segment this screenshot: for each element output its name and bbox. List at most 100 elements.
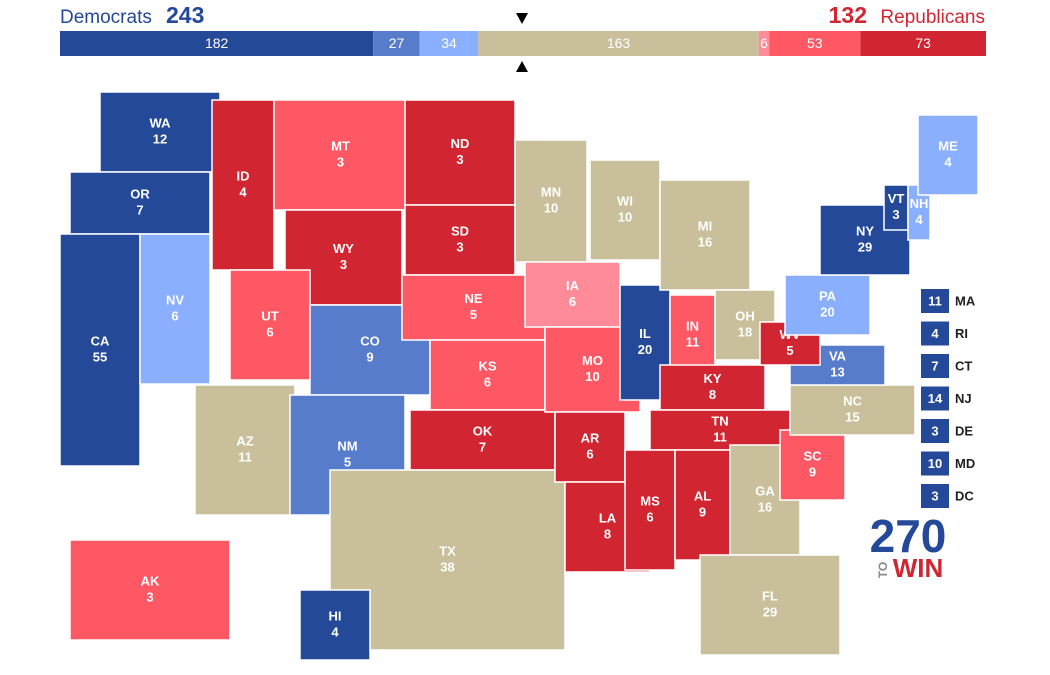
small-state-abbr: CT <box>955 358 972 373</box>
small-state-votes: 3 <box>931 488 938 503</box>
state-votes: 3 <box>337 154 344 169</box>
state-abbr: NH <box>910 196 929 211</box>
state-votes: 3 <box>340 257 347 272</box>
state <box>674 449 731 561</box>
state <box>194 384 296 516</box>
rep-total: 132 <box>829 2 867 28</box>
small-state-box <box>921 289 949 313</box>
state-abbr: IL <box>639 326 651 341</box>
bar-segment <box>860 31 986 56</box>
state-abbr: NM <box>337 438 357 453</box>
state-abbr: AR <box>581 430 600 445</box>
state <box>699 554 841 656</box>
small-state-abbr: NJ <box>955 391 972 406</box>
state-votes: 7 <box>479 439 486 454</box>
bar-label: 6 <box>760 35 768 51</box>
state-votes: 4 <box>239 184 247 199</box>
bar-segment <box>478 31 759 56</box>
state-abbr: MI <box>698 218 712 233</box>
state-abbr: VA <box>829 348 847 363</box>
state-abbr: AK <box>141 573 160 588</box>
state-votes: 3 <box>456 239 463 254</box>
state-votes: 12 <box>153 131 167 146</box>
state-abbr: NV <box>166 292 184 307</box>
small-state-votes: 7 <box>931 358 938 373</box>
state <box>429 339 546 411</box>
small-state-abbr: DE <box>955 423 973 438</box>
state-votes: 20 <box>820 304 834 319</box>
bar-label: 27 <box>389 35 405 51</box>
state-votes: 13 <box>830 364 844 379</box>
state-votes: 6 <box>484 374 491 389</box>
state-abbr: AL <box>694 488 711 503</box>
state <box>139 233 211 385</box>
state-abbr: SD <box>451 223 469 238</box>
state <box>211 99 275 271</box>
state-votes: 10 <box>585 369 599 384</box>
state-abbr: CA <box>91 333 110 348</box>
state-abbr: LA <box>599 510 617 525</box>
midpoint-marker <box>516 13 528 24</box>
state-abbr: PA <box>819 288 837 303</box>
state-abbr: WY <box>333 241 354 256</box>
bar-segment <box>373 31 420 56</box>
dem-total: 243 <box>166 2 204 28</box>
small-state-votes: 11 <box>928 293 942 308</box>
state-votes: 16 <box>758 499 772 514</box>
small-state-votes: 3 <box>931 423 938 438</box>
state-abbr: NC <box>843 393 862 408</box>
state-abbr: IN <box>686 318 699 333</box>
bar-segment <box>769 31 861 56</box>
state-votes: 11 <box>238 449 252 464</box>
state-abbr: ID <box>237 168 250 183</box>
state <box>779 429 846 501</box>
state-abbr: KS <box>478 358 496 373</box>
state <box>784 274 871 336</box>
small-state-votes: 10 <box>928 456 942 471</box>
state <box>299 589 371 661</box>
state-abbr: UT <box>261 308 278 323</box>
small-state-box <box>921 451 949 476</box>
state-votes: 9 <box>809 464 816 479</box>
state-votes: 5 <box>470 307 477 322</box>
state-abbr: IA <box>566 278 580 293</box>
state-votes: 18 <box>738 324 752 339</box>
state-abbr: ME <box>938 138 958 153</box>
state-abbr: AZ <box>236 433 253 448</box>
state-votes: 7 <box>136 202 143 217</box>
state <box>99 91 221 173</box>
state <box>789 384 916 436</box>
state-votes: 9 <box>366 349 373 364</box>
state <box>659 179 751 291</box>
state-votes: 5 <box>786 343 793 358</box>
logo-to: TO <box>876 562 890 578</box>
state-abbr: WA <box>150 115 172 130</box>
bar-label: 73 <box>915 35 931 51</box>
small-state-box <box>921 354 949 378</box>
state-abbr: CO <box>360 333 380 348</box>
state-votes: 10 <box>544 200 558 215</box>
small-state-box <box>921 484 949 508</box>
state-abbr: MS <box>640 493 660 508</box>
small-state-abbr: DC <box>955 488 974 503</box>
state <box>589 159 661 261</box>
midpoint-marker <box>516 61 528 72</box>
state-abbr: MN <box>541 184 561 199</box>
state-votes: 4 <box>331 624 339 639</box>
state-abbr: SC <box>803 448 822 463</box>
state-votes: 4 <box>944 154 952 169</box>
state-abbr: KY <box>703 371 721 386</box>
state-abbr: HI <box>329 608 342 623</box>
state-votes: 38 <box>440 559 454 574</box>
state-abbr: GA <box>755 483 775 498</box>
state <box>69 539 231 641</box>
state <box>229 269 311 381</box>
state-abbr: MO <box>582 353 603 368</box>
state-abbr: VT <box>888 191 905 206</box>
state-votes: 55 <box>93 349 107 364</box>
state-votes: 15 <box>845 409 859 424</box>
logo-number: 270 <box>870 510 947 562</box>
state-votes: 3 <box>146 589 153 604</box>
dem-label: Democrats <box>60 7 152 28</box>
